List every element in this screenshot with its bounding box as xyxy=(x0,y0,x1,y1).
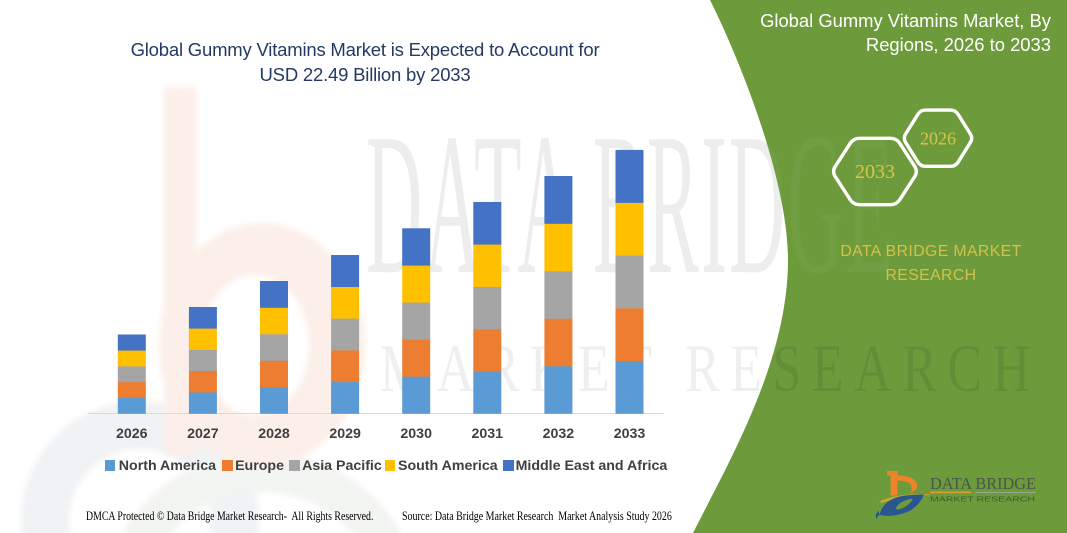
svg-text:MARKET RESEARCH: MARKET RESEARCH xyxy=(930,494,1035,503)
svg-text:MARKET RESEARCH: MARKET RESEARCH xyxy=(380,332,1041,407)
svg-text:2026: 2026 xyxy=(920,129,956,149)
svg-text:2033: 2033 xyxy=(855,161,895,183)
svg-text:DATA BRIDGE: DATA BRIDGE xyxy=(930,474,1036,493)
